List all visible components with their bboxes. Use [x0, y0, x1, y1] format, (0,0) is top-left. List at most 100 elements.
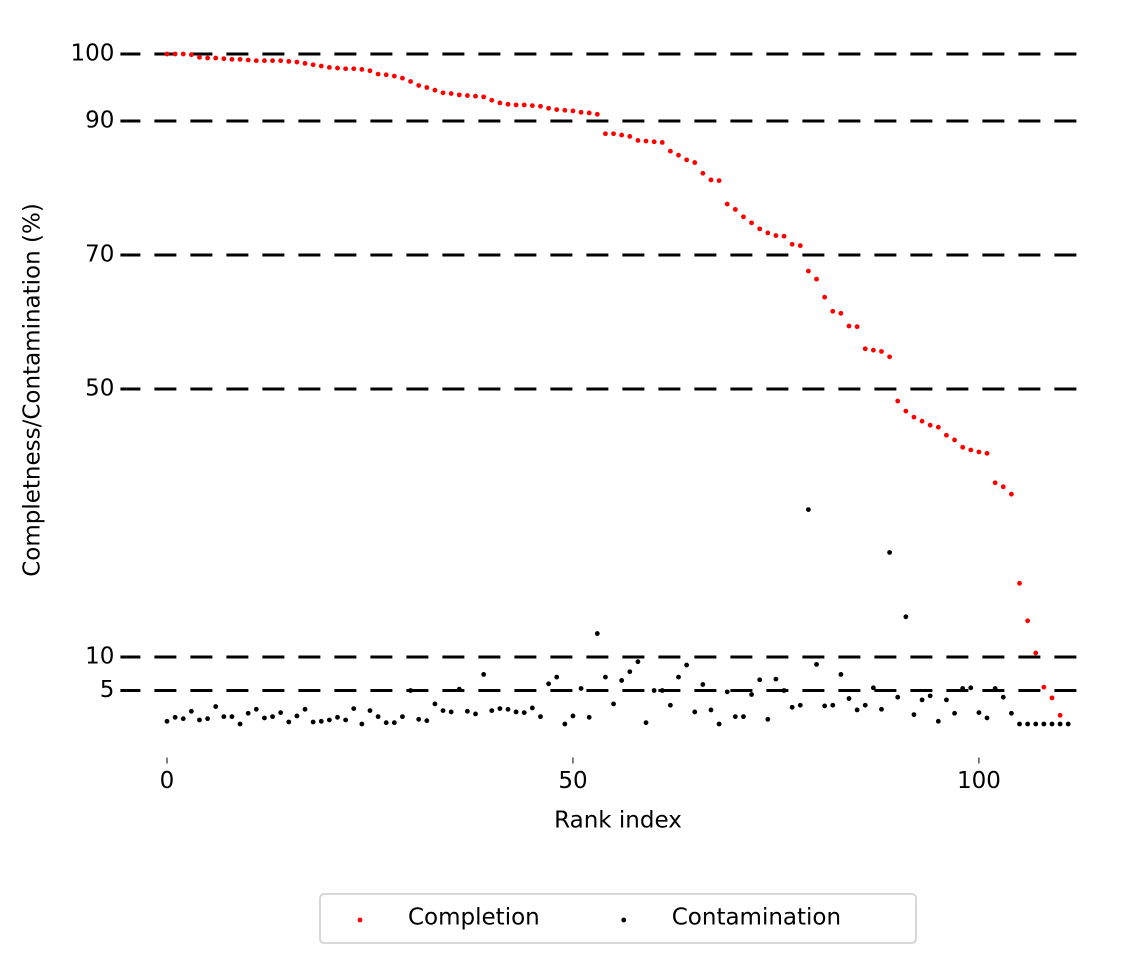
point	[911, 712, 917, 718]
point	[976, 710, 982, 716]
point	[700, 170, 706, 176]
point	[594, 631, 600, 636]
point	[741, 714, 746, 720]
point	[400, 714, 405, 720]
point	[651, 139, 657, 145]
point	[1049, 721, 1055, 727]
point	[854, 707, 860, 713]
point	[935, 718, 941, 724]
point	[188, 52, 194, 58]
point	[221, 56, 227, 62]
point	[286, 58, 292, 64]
point	[172, 714, 178, 720]
legend-box	[319, 893, 917, 944]
point	[440, 708, 446, 713]
point	[302, 60, 308, 66]
point	[383, 72, 389, 78]
x-tick-label: 100	[957, 768, 1001, 794]
point	[278, 710, 284, 716]
point	[432, 87, 438, 93]
point	[984, 450, 990, 456]
point	[408, 688, 413, 693]
point	[359, 67, 365, 72]
point	[262, 715, 267, 721]
point	[603, 674, 608, 680]
point	[724, 689, 730, 695]
point	[513, 102, 519, 108]
point	[749, 220, 754, 226]
point	[992, 480, 998, 486]
point	[757, 226, 763, 232]
point	[911, 414, 917, 420]
point	[440, 90, 446, 96]
point	[270, 58, 275, 64]
x-tick-label: 50	[558, 768, 587, 794]
point	[716, 721, 722, 727]
legend-label: Contamination	[672, 905, 841, 931]
point	[765, 230, 771, 236]
point	[814, 276, 819, 282]
point	[838, 310, 844, 316]
point	[830, 308, 836, 314]
point	[343, 66, 349, 72]
point	[603, 131, 608, 137]
point	[797, 243, 803, 249]
point	[879, 706, 884, 712]
point	[245, 710, 251, 716]
point	[1008, 710, 1014, 716]
point	[237, 721, 243, 727]
point	[822, 294, 828, 300]
point	[684, 157, 690, 163]
y-tick-label: 50	[85, 376, 114, 402]
point	[749, 692, 754, 697]
point	[310, 719, 316, 725]
point	[400, 75, 405, 81]
point	[960, 444, 966, 450]
point	[465, 93, 470, 98]
x-axis-label: Rank index	[554, 808, 682, 834]
point	[529, 103, 535, 108]
point	[659, 140, 665, 145]
point	[741, 214, 746, 220]
point	[326, 717, 332, 723]
point	[262, 58, 267, 64]
point	[1057, 721, 1063, 727]
point	[286, 719, 292, 725]
point	[448, 709, 454, 715]
point	[294, 59, 300, 65]
point	[180, 51, 186, 57]
point	[473, 93, 478, 99]
point	[197, 54, 202, 60]
point	[838, 672, 844, 677]
point	[814, 661, 819, 667]
point	[659, 688, 665, 693]
point	[643, 138, 649, 144]
point	[846, 323, 852, 329]
point	[229, 714, 235, 720]
point	[416, 716, 422, 722]
point	[562, 107, 568, 113]
point	[221, 714, 227, 720]
point	[213, 55, 219, 61]
point	[497, 100, 503, 106]
point	[343, 717, 349, 723]
point	[1025, 721, 1031, 727]
point	[765, 716, 771, 722]
point	[310, 62, 316, 68]
point	[562, 721, 568, 727]
point	[903, 614, 909, 620]
point	[846, 696, 852, 701]
point	[968, 685, 974, 691]
point	[635, 659, 641, 665]
legend-marker	[357, 917, 363, 923]
point	[757, 677, 763, 683]
point	[781, 233, 787, 239]
point	[570, 713, 576, 719]
point	[424, 718, 430, 724]
point	[1008, 491, 1014, 497]
point	[497, 706, 503, 711]
point	[456, 92, 462, 98]
point	[302, 706, 308, 712]
point	[278, 58, 284, 64]
point	[448, 91, 454, 96]
